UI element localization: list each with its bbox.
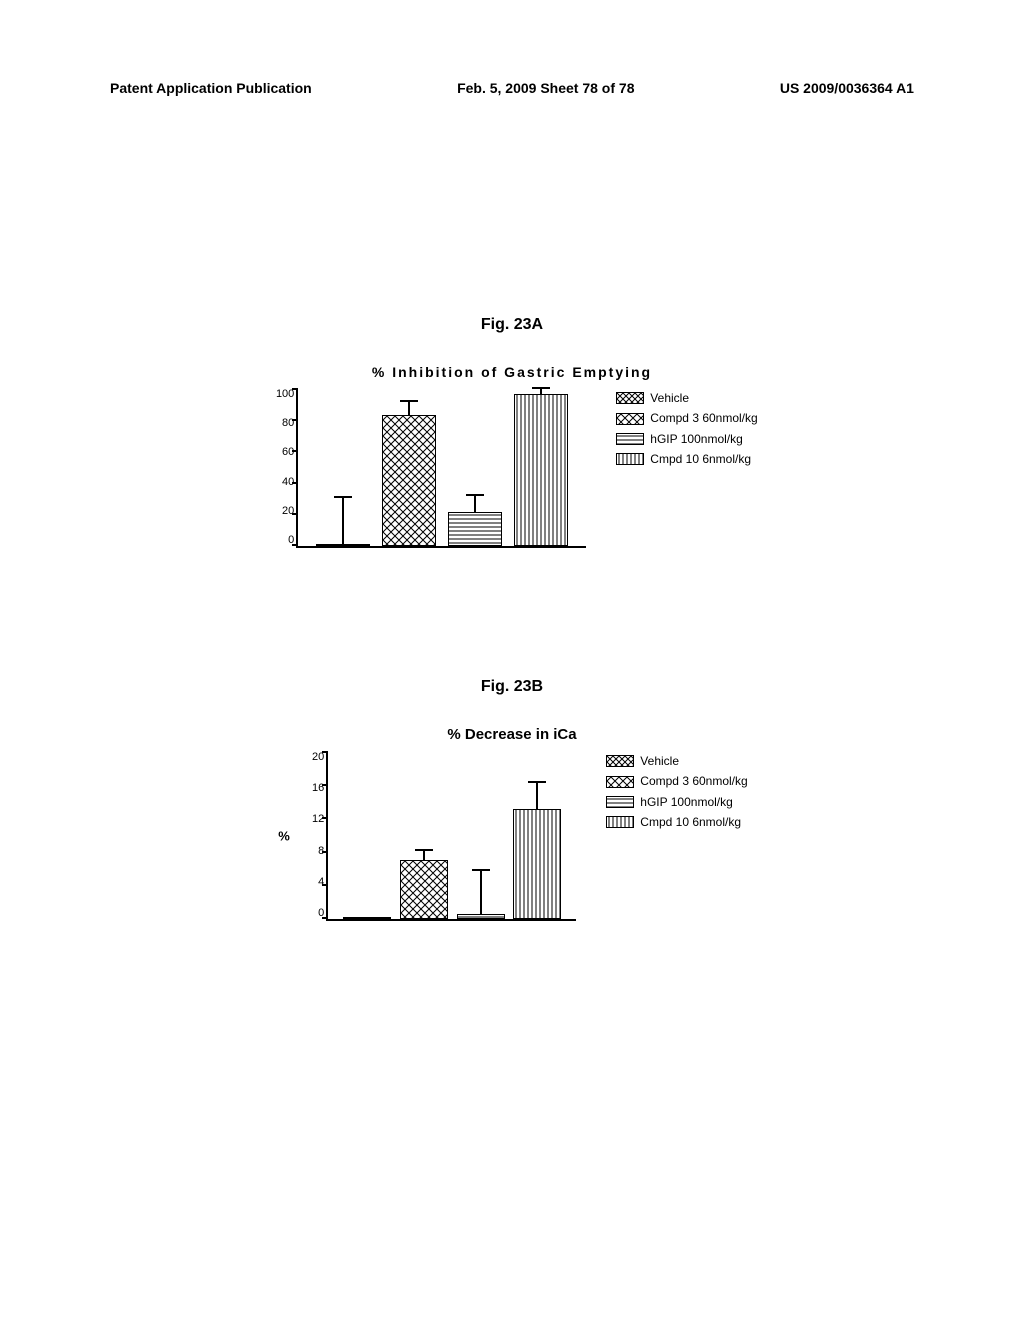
bar-compd3 — [382, 415, 436, 546]
bar-cmpd10 — [513, 809, 561, 920]
figure-b-ylabel: % — [278, 829, 290, 844]
legend-row: Vehicle — [606, 751, 747, 771]
figure-a-legend: VehicleCompd 3 60nmol/kghGIP 100nmol/kgC… — [616, 388, 757, 470]
legend-row: Cmpd 10 6nmol/kg — [606, 812, 747, 832]
bar-hgip — [448, 512, 502, 546]
legend-swatch-icon — [616, 453, 644, 465]
legend-label: hGIP 100nmol/kg — [650, 429, 743, 449]
legend-swatch-icon — [606, 796, 634, 808]
bar-wrap-compd3 — [400, 860, 448, 920]
header-center: Feb. 5, 2009 Sheet 78 of 78 — [457, 80, 634, 96]
legend-label: Compd 3 60nmol/kg — [650, 408, 757, 428]
legend-label: Compd 3 60nmol/kg — [640, 771, 747, 791]
ytick-label: 16 — [300, 782, 324, 794]
legend-label: Cmpd 10 6nmol/kg — [640, 812, 741, 832]
figure-a-plot: 100806040200 — [296, 388, 586, 548]
figure-b-chart: % 201612840 — [326, 751, 576, 921]
legend-swatch-icon — [616, 413, 644, 425]
legend-swatch-icon — [606, 755, 634, 767]
figure-b-block: % 201612840 VehicleCompd 3 60nmol/kghGIP… — [110, 751, 914, 921]
bar-wrap-hgip — [448, 512, 502, 546]
legend-row: hGIP 100nmol/kg — [606, 792, 747, 812]
header-right: US 2009/0036364 A1 — [780, 80, 914, 96]
ytick-label: 100 — [270, 388, 294, 400]
legend-swatch-icon — [606, 816, 634, 828]
ytick-label: 20 — [270, 505, 294, 517]
ytick-label: 8 — [300, 845, 324, 857]
error-line — [540, 389, 542, 394]
ytick-label: 40 — [270, 476, 294, 488]
ytick-label: 12 — [300, 813, 324, 825]
bar-wrap-compd3 — [382, 415, 436, 546]
figure-a-chart: 100806040200 — [296, 388, 586, 548]
bar-cmpd10 — [514, 394, 568, 546]
figure-b-bars — [328, 751, 576, 919]
figure-b-legend: VehicleCompd 3 60nmol/kghGIP 100nmol/kgC… — [606, 751, 747, 833]
error-line — [536, 783, 538, 809]
legend-label: hGIP 100nmol/kg — [640, 792, 733, 812]
figure-b-plot: 201612840 — [326, 751, 576, 921]
ytick-label: 0 — [270, 534, 294, 546]
header-left: Patent Application Publication — [110, 80, 312, 96]
page: Patent Application Publication Feb. 5, 2… — [0, 0, 1024, 1320]
legend-row: hGIP 100nmol/kg — [616, 429, 757, 449]
page-header: Patent Application Publication Feb. 5, 2… — [110, 80, 914, 96]
error-line — [480, 871, 482, 914]
legend-row: Vehicle — [616, 388, 757, 408]
bar-wrap-vehicle — [316, 544, 370, 546]
bar-wrap-cmpd10 — [514, 394, 568, 546]
ytick-label: 80 — [270, 417, 294, 429]
bar-wrap-cmpd10 — [513, 809, 561, 920]
legend-row: Cmpd 10 6nmol/kg — [616, 449, 757, 469]
bar-vehicle — [343, 917, 391, 919]
bar-wrap-hgip — [457, 914, 505, 919]
ytick-label: 0 — [300, 907, 324, 919]
figure-b-ylabels: 20 16 12 8 4 0 — [300, 751, 324, 919]
figure-b-label: Fig. 23B — [110, 678, 914, 696]
legend-row: Compd 3 60nmol/kg — [606, 771, 747, 791]
bar-hgip — [457, 914, 505, 919]
ytick-label: 20 — [300, 751, 324, 763]
legend-row: Compd 3 60nmol/kg — [616, 408, 757, 428]
error-line — [408, 402, 410, 415]
error-line — [423, 851, 425, 860]
figure-b-title: % Decrease in iCa — [110, 726, 914, 743]
error-bar-compd3 — [400, 400, 418, 415]
bar-wrap-vehicle — [343, 917, 391, 919]
ytick-label: 60 — [270, 446, 294, 458]
legend-label: Cmpd 10 6nmol/kg — [650, 449, 751, 469]
error-line — [474, 496, 476, 512]
error-bar-hgip — [472, 869, 490, 914]
error-bar-hgip — [466, 494, 484, 512]
figure-a-title: % Inhibition of Gastric Emptying — [110, 364, 914, 380]
legend-swatch-icon — [616, 433, 644, 445]
figure-a-label: Fig. 23A — [110, 316, 914, 334]
figure-a-ylabels: 100 80 60 40 20 0 — [270, 388, 294, 546]
legend-label: Vehicle — [650, 388, 689, 408]
legend-swatch-icon — [606, 776, 634, 788]
error-bar-cmpd10 — [528, 781, 546, 809]
bar-compd3 — [400, 860, 448, 920]
legend-label: Vehicle — [640, 751, 679, 771]
figure-a-block: 100 80 60 40 20 0 VehicleCompd 3 60nmol/kghGI… — [110, 388, 914, 548]
error-bar-cmpd10 — [532, 387, 550, 394]
legend-swatch-icon — [616, 392, 644, 404]
error-bar-compd3 — [415, 849, 433, 860]
figure-a-bars — [298, 388, 586, 546]
ytick-label: 4 — [300, 876, 324, 888]
error-bar-vehicle — [334, 496, 352, 546]
error-line — [342, 498, 344, 546]
